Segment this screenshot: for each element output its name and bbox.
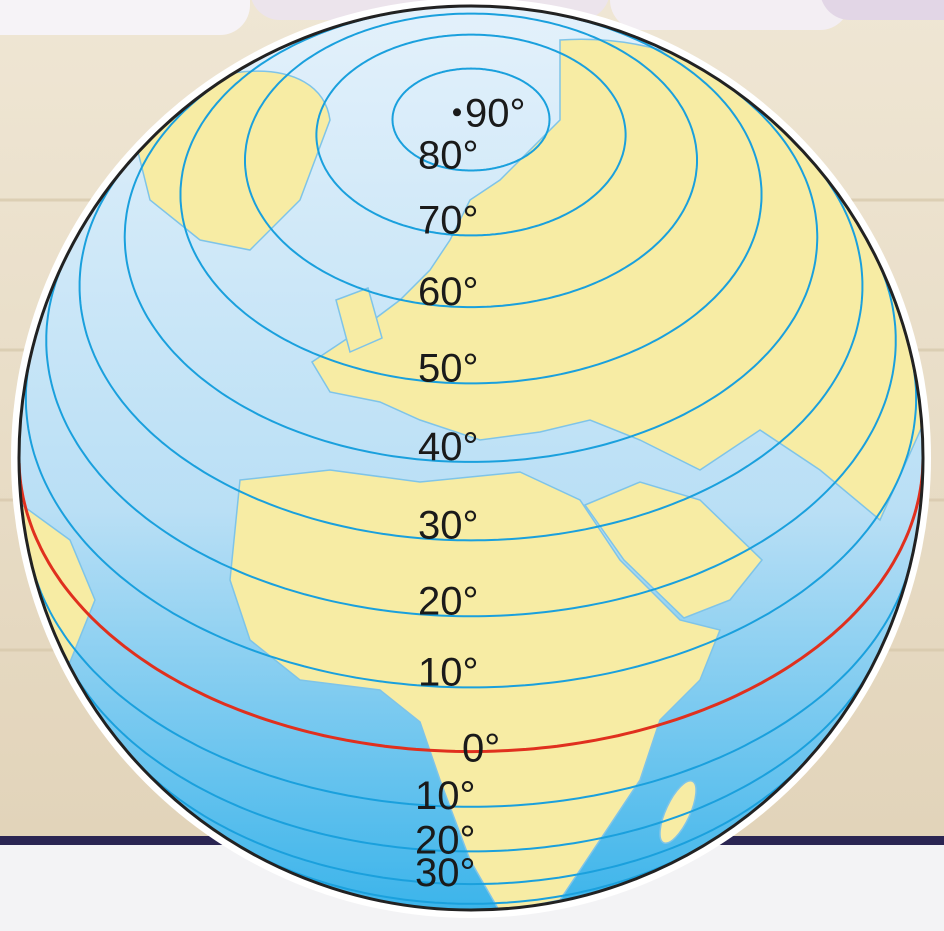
latitude-line	[68, 664, 874, 853]
africa	[229, 469, 722, 910]
latitude-label: 40°	[418, 425, 479, 469]
madagascar	[659, 780, 697, 844]
latitude-label: 10°	[415, 774, 476, 818]
latitude-label: 50°	[418, 346, 479, 390]
latitude-label: 60°	[418, 270, 479, 314]
latitude-line	[131, 756, 811, 886]
latitude-line	[391, 67, 551, 172]
latitude-line	[179, 6, 763, 385]
latitude-label: 30°	[415, 851, 476, 895]
latitude-label: 0°	[462, 727, 500, 771]
latitude-line	[78, 162, 864, 542]
latitude-labels: 90°80°70°60°50°40°30°20°10°0°10°20°30°	[415, 91, 526, 895]
arabia	[583, 481, 764, 619]
latitude-label: 20°	[415, 818, 476, 862]
equator-line	[19, 457, 923, 754]
latitude-line	[244, 12, 698, 309]
latitude-label: 30°	[418, 503, 479, 547]
top-card	[610, 0, 850, 30]
latitude-line	[45, 254, 897, 618]
top-card	[821, 0, 944, 20]
latitude-label: 20°	[418, 579, 479, 623]
latitude-line	[30, 562, 912, 808]
latitude-label: 70°	[418, 198, 479, 242]
latitude-lines	[19, 6, 923, 905]
latitude-label: 10°	[418, 650, 479, 694]
globe-outline	[17, 4, 925, 912]
pole-dot	[453, 108, 461, 117]
latitude-line	[123, 77, 819, 463]
land	[19, 38, 923, 910]
top-card	[0, 0, 250, 35]
latitude-line	[315, 33, 627, 237]
latitude-line	[24, 357, 918, 689]
pole-label: 90°	[465, 91, 526, 135]
britain	[335, 287, 383, 354]
latitude-label: 80°	[418, 133, 479, 177]
